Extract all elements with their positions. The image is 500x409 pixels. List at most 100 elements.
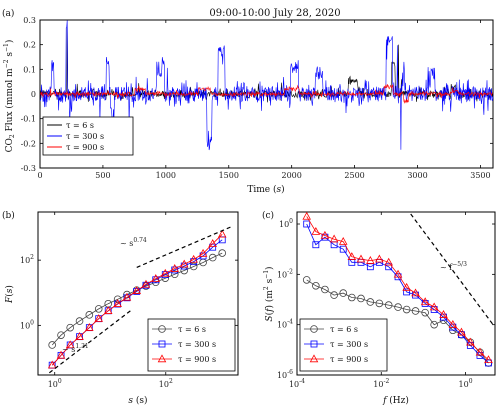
- data-point: [133, 288, 141, 295]
- legend-entry: τ = 900 s: [66, 143, 104, 152]
- data-point: [103, 306, 113, 314]
- data-point: [375, 254, 384, 263]
- data-point: [48, 341, 56, 349]
- data-point: [394, 303, 402, 311]
- panel-b-xlabel: s (s): [128, 395, 147, 406]
- y-tick-label: 100: [20, 319, 34, 330]
- data-point: [421, 308, 429, 317]
- data-point: [457, 327, 466, 336]
- data-point: [94, 314, 103, 322]
- data-point: [384, 301, 393, 309]
- panel-c-frame: [296, 211, 496, 376]
- data-point: [170, 263, 179, 272]
- data-point: [320, 230, 330, 239]
- y-tick-label: 100: [279, 218, 293, 229]
- data-point: [330, 291, 338, 299]
- data-point: [384, 257, 393, 266]
- panel-a-xlabel: Time (s): [247, 184, 284, 195]
- data-point: [311, 226, 321, 235]
- legend-marker: [158, 340, 166, 348]
- data-point: [75, 317, 84, 325]
- x-tick-label: 10-4: [289, 378, 305, 389]
- y-tick-label: 0.1: [23, 65, 36, 74]
- panel-b-chart: (b) 100 102 100 102 s (s) F(s) ~ s0.74 ~ s1.…: [2, 210, 239, 406]
- data-point: [123, 294, 131, 302]
- legend-marker: [310, 340, 318, 348]
- data-point: [189, 254, 198, 263]
- legend-entry: τ = 300 s: [330, 340, 368, 349]
- data-point: [208, 239, 217, 247]
- data-point: [329, 234, 339, 243]
- y-tick-label: 102: [20, 254, 34, 265]
- panel-a-legend: τ = 6 s τ = 300 s τ = 900 s: [42, 116, 134, 156]
- data-point: [218, 236, 226, 244]
- data-point: [448, 320, 458, 328]
- x-tick-label: 1500: [219, 171, 239, 180]
- series-line-3: [306, 216, 489, 361]
- data-point: [430, 320, 438, 329]
- legend-entry: τ = 900 s: [330, 355, 368, 364]
- data-point: [198, 248, 208, 257]
- legend-entry: τ = 6 s: [178, 325, 206, 334]
- data-point: [475, 347, 485, 356]
- panel-a-ylabel: CO2 Flux (mmol m−2 s−1): [3, 40, 16, 153]
- legend-marker: [157, 354, 167, 363]
- data-point: [161, 268, 170, 277]
- legend-marker: [158, 325, 166, 333]
- y-tick-label: 0: [31, 90, 36, 99]
- x-tick-label: 3500: [470, 171, 490, 180]
- data-point: [466, 337, 475, 346]
- legend-entry: τ = 6 s: [66, 121, 94, 130]
- data-point: [420, 297, 430, 306]
- legend-marker: [309, 354, 319, 363]
- data-point: [218, 249, 227, 257]
- data-point: [393, 269, 403, 278]
- data-point: [411, 307, 420, 315]
- data-point: [75, 332, 84, 340]
- data-point: [113, 295, 122, 304]
- data-point: [356, 254, 366, 263]
- data-point: [348, 293, 356, 302]
- data-point: [484, 355, 493, 364]
- data-point: [132, 286, 142, 294]
- panel-a-chart: (a) 09:00-10:00 July 28, 2020 0 500 1000 15…: [2, 8, 494, 195]
- data-point: [339, 289, 348, 297]
- data-point: [403, 288, 411, 296]
- data-point: [114, 300, 122, 308]
- series-line-3: [39, 84, 494, 104]
- data-point: [66, 323, 74, 332]
- panel-a-label: (a): [2, 8, 14, 19]
- x-tick-label: 3000: [407, 171, 427, 180]
- legend-entry: τ = 300 s: [66, 132, 104, 141]
- y-tick-label: -0.3: [21, 164, 36, 173]
- data-point: [357, 294, 365, 303]
- data-point: [85, 323, 94, 331]
- data-point: [57, 331, 65, 339]
- data-point: [312, 282, 320, 290]
- series-line-1: [51, 252, 223, 346]
- x-tick-label: 102: [159, 378, 173, 389]
- annotation-s074: ~ s0.74: [120, 237, 147, 248]
- panel-b-frame: [37, 211, 239, 376]
- data-point: [366, 298, 375, 306]
- y-tick-label: -0.1: [21, 115, 36, 124]
- data-point: [179, 259, 189, 268]
- data-point: [302, 211, 311, 220]
- series-line-3: [51, 234, 223, 366]
- series-line-1: [39, 25, 494, 103]
- data-point: [47, 360, 57, 369]
- y-tick-label: 10-6: [277, 369, 293, 380]
- x-tick-label: 2000: [281, 171, 301, 180]
- data-point: [151, 274, 161, 282]
- data-point: [65, 340, 75, 349]
- data-point: [439, 310, 448, 318]
- data-point: [94, 305, 103, 313]
- series-line-2: [39, 20, 494, 151]
- data-point: [347, 252, 357, 260]
- data-point: [189, 262, 198, 271]
- legend-entry: τ = 900 s: [178, 355, 216, 364]
- panel-b-ylabel: F(s): [4, 285, 15, 304]
- y-tick-label: 0.2: [23, 41, 36, 50]
